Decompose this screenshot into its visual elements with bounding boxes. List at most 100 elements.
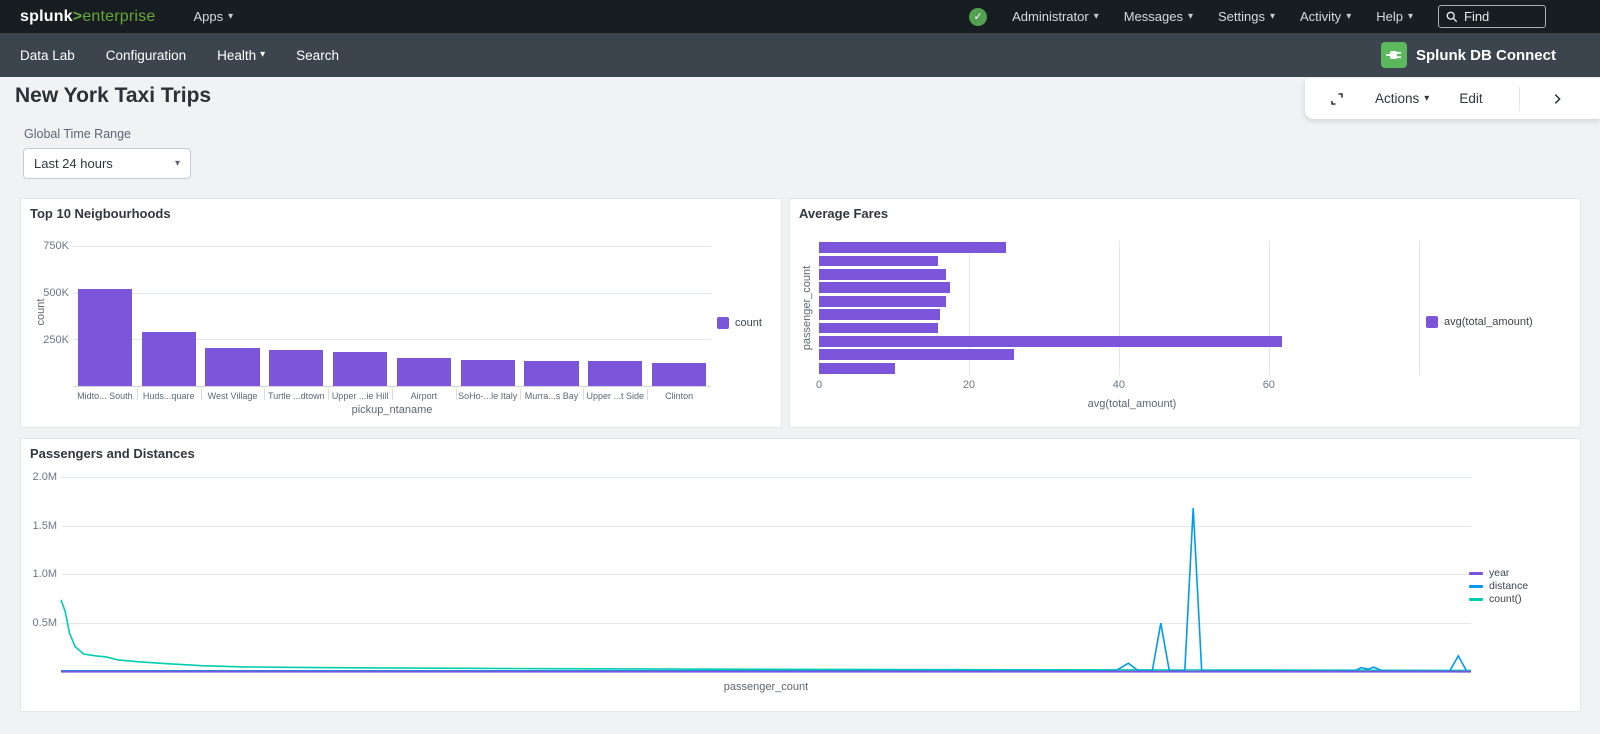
chart-plot-area[interactable] <box>73 237 711 387</box>
gridline <box>1418 241 1420 375</box>
expand-button[interactable] <box>1329 91 1345 107</box>
bar[interactable] <box>819 269 947 280</box>
bar[interactable] <box>77 289 132 386</box>
bar[interactable] <box>332 352 388 386</box>
nav-messages-menu[interactable]: Messages ▾ <box>1123 9 1193 24</box>
nav-help-menu[interactable]: Help ▾ <box>1376 9 1413 24</box>
bar[interactable] <box>819 322 939 334</box>
more-options-button[interactable] <box>1550 92 1564 106</box>
category-label: Turtle ...dtown <box>267 391 325 401</box>
nav-settings-menu[interactable]: Settings ▾ <box>1218 9 1276 24</box>
chevron-right-icon <box>1554 93 1561 104</box>
nav-administrator-menu[interactable]: Administrator ▾ <box>1012 9 1099 24</box>
x-axis-label: avg(total_amount) <box>1087 398 1177 410</box>
gridline <box>819 241 820 375</box>
axis-tick-label: 0 <box>815 379 823 391</box>
legend-line-swatch <box>1469 597 1483 601</box>
edit-button[interactable]: Edit <box>1459 91 1483 106</box>
bar[interactable] <box>819 309 941 320</box>
legend-item[interactable]: count() <box>1469 593 1528 605</box>
bar[interactable] <box>588 361 643 386</box>
bar[interactable] <box>460 359 515 386</box>
find-search-box[interactable] <box>1438 5 1546 28</box>
panel-passengers-distances: Passengers and Distances 0.5M 1.0M 1.5M 2.0… <box>20 438 1581 712</box>
legend-item[interactable]: count <box>717 317 762 329</box>
legend-item[interactable]: year <box>1469 567 1528 579</box>
legend-line-swatch <box>1469 571 1483 575</box>
bar[interactable] <box>269 350 324 386</box>
tick-mark <box>583 389 585 400</box>
search-input[interactable] <box>1464 9 1534 24</box>
tick-mark <box>519 389 521 400</box>
nav-activity-menu[interactable]: Activity ▾ <box>1300 9 1352 24</box>
gridline <box>61 574 1471 576</box>
chevron-down-icon: ▾ <box>1407 10 1413 22</box>
bar[interactable] <box>819 255 939 267</box>
legend-swatch <box>717 317 729 329</box>
gridline <box>73 246 711 248</box>
axis-tick-label: 500K <box>43 287 69 300</box>
chart-title: Passengers and Distances <box>30 446 195 461</box>
top-nav-bar: splunk>enterprise Apps ▾ ✓ Administrator ▾… <box>0 0 1600 33</box>
tick-mark <box>455 389 457 400</box>
gridline <box>61 623 1471 625</box>
axis-tick-label: 250K <box>43 334 69 347</box>
bar[interactable] <box>205 347 260 386</box>
nav-apps-menu[interactable]: Apps ▾ <box>193 9 234 24</box>
tick-mark <box>200 389 202 400</box>
panel-average-fares: Average Fares passenger_count 0 20 40 60 av… <box>789 198 1581 428</box>
line-series-count[interactable] <box>60 599 1472 672</box>
legend-label: avg(total_amount) <box>1444 316 1533 328</box>
time-range-label: Global Time Range <box>24 127 132 141</box>
bar[interactable] <box>819 349 1014 361</box>
splunk-logo[interactable]: splunk>enterprise <box>20 7 156 25</box>
category-label: West Village <box>207 391 258 401</box>
chevron-down-icon: ▾ <box>1424 92 1430 104</box>
chevron-down-icon: ▾ <box>1269 10 1276 22</box>
legend-swatch <box>1426 316 1438 328</box>
dashboard-toolbar: Actions ▾ Edit <box>1305 78 1600 119</box>
axis-tick-label: 1.5M <box>32 519 57 532</box>
db-connect-plug-icon <box>1380 42 1407 68</box>
axis-tick-label: 1.0M <box>32 568 57 581</box>
appnav-data-lab[interactable]: Data Lab <box>20 47 75 63</box>
bar[interactable] <box>651 362 707 386</box>
tick-mark <box>264 389 266 400</box>
chart-plot-area[interactable] <box>819 241 1445 375</box>
gridline <box>73 339 711 341</box>
tick-mark <box>136 389 138 400</box>
bar[interactable] <box>819 295 947 307</box>
line-series-distance[interactable] <box>61 508 1468 672</box>
appnav-search[interactable]: Search <box>296 47 339 63</box>
bar[interactable] <box>524 360 579 386</box>
time-range-dropdown[interactable]: Last 24 hours ▾ <box>23 148 191 179</box>
app-nav-bar: Data Lab Configuration Health ▾ Search Sp… <box>0 33 1600 77</box>
category-label: Upper ...t Side <box>586 391 645 401</box>
panel-top10-neighbourhoods: Top 10 Neigbourhoods count 250K 500K 750K … <box>20 198 782 428</box>
legend-label: count() <box>1489 593 1522 605</box>
axis-tick-label: 750K <box>43 240 69 253</box>
gridline <box>1268 241 1270 375</box>
gridline <box>61 476 1471 478</box>
page-title: New York Taxi Trips <box>15 84 212 107</box>
gridline <box>968 241 970 375</box>
gridline <box>73 292 711 294</box>
legend-item[interactable]: distance <box>1469 580 1528 592</box>
legend-item[interactable]: avg(total_amount) <box>1426 316 1533 328</box>
bar[interactable] <box>141 332 196 386</box>
bar[interactable] <box>819 336 1282 347</box>
line-chart-canvas[interactable] <box>60 472 1472 673</box>
appnav-configuration[interactable]: Configuration <box>105 47 187 63</box>
bar[interactable] <box>819 362 896 374</box>
actions-button[interactable]: Actions ▾ <box>1375 91 1430 106</box>
bar[interactable] <box>819 282 951 294</box>
axis-tick-label: 60 <box>1262 379 1275 391</box>
chart-plot-area[interactable] <box>60 472 1472 673</box>
health-status-icon[interactable]: ✓ <box>969 7 988 26</box>
bar[interactable] <box>396 358 451 386</box>
appnav-health[interactable]: Health ▾ <box>217 47 266 63</box>
chevron-down-icon: ▾ <box>1093 10 1099 22</box>
bar[interactable] <box>819 242 1007 253</box>
legend-line-swatch <box>1469 584 1483 588</box>
category-label: SoHo-...le Italy <box>458 391 518 401</box>
